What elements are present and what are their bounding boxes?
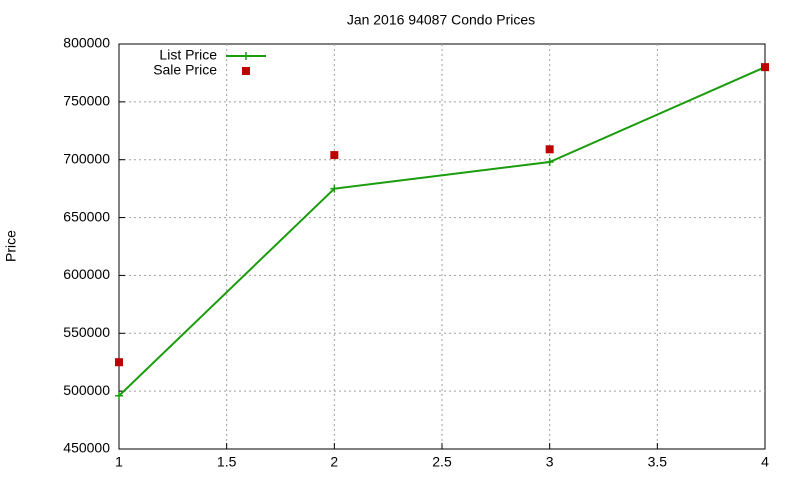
- y-tick-label: 700000: [63, 150, 110, 166]
- x-tick-label: 3.5: [648, 454, 668, 470]
- y-tick-label: 650000: [63, 208, 110, 224]
- point: [545, 158, 554, 167]
- x-tick-label: 2.5: [432, 454, 452, 470]
- point: [330, 184, 339, 193]
- point: [242, 52, 250, 60]
- y-tick-label: 450000: [63, 440, 110, 456]
- x-tick-label: 1: [115, 454, 123, 470]
- y-tick-label: 550000: [63, 324, 110, 340]
- point: [242, 67, 250, 75]
- y-tick-label: 600000: [63, 266, 110, 282]
- x-tick-label: 4: [761, 454, 769, 470]
- point: [545, 145, 554, 154]
- point: [330, 151, 339, 160]
- chart-title: Jan 2016 94087 Condo Prices: [347, 12, 535, 28]
- y-tick-label: 750000: [63, 93, 110, 109]
- point: [115, 358, 123, 367]
- series-line: [118, 66, 766, 397]
- x-tick-label: 1.5: [217, 454, 237, 470]
- legend-label: Sale Price: [153, 62, 217, 78]
- point: [115, 391, 123, 400]
- y-tick-label: 800000: [63, 35, 110, 51]
- x-tick-label: 2: [330, 454, 338, 470]
- x-tick-label: 3: [546, 454, 554, 470]
- y-axis-label: Price: [3, 230, 19, 262]
- legend-label: List Price: [159, 47, 217, 63]
- y-tick-label: 500000: [63, 382, 110, 398]
- point: [761, 63, 769, 72]
